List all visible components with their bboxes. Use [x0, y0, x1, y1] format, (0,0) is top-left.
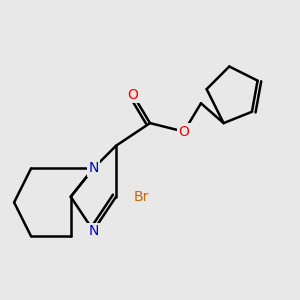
- Text: N: N: [88, 161, 99, 176]
- Text: N: N: [88, 224, 99, 238]
- Text: Br: Br: [134, 190, 149, 204]
- Text: O: O: [128, 88, 139, 102]
- Text: O: O: [178, 124, 189, 139]
